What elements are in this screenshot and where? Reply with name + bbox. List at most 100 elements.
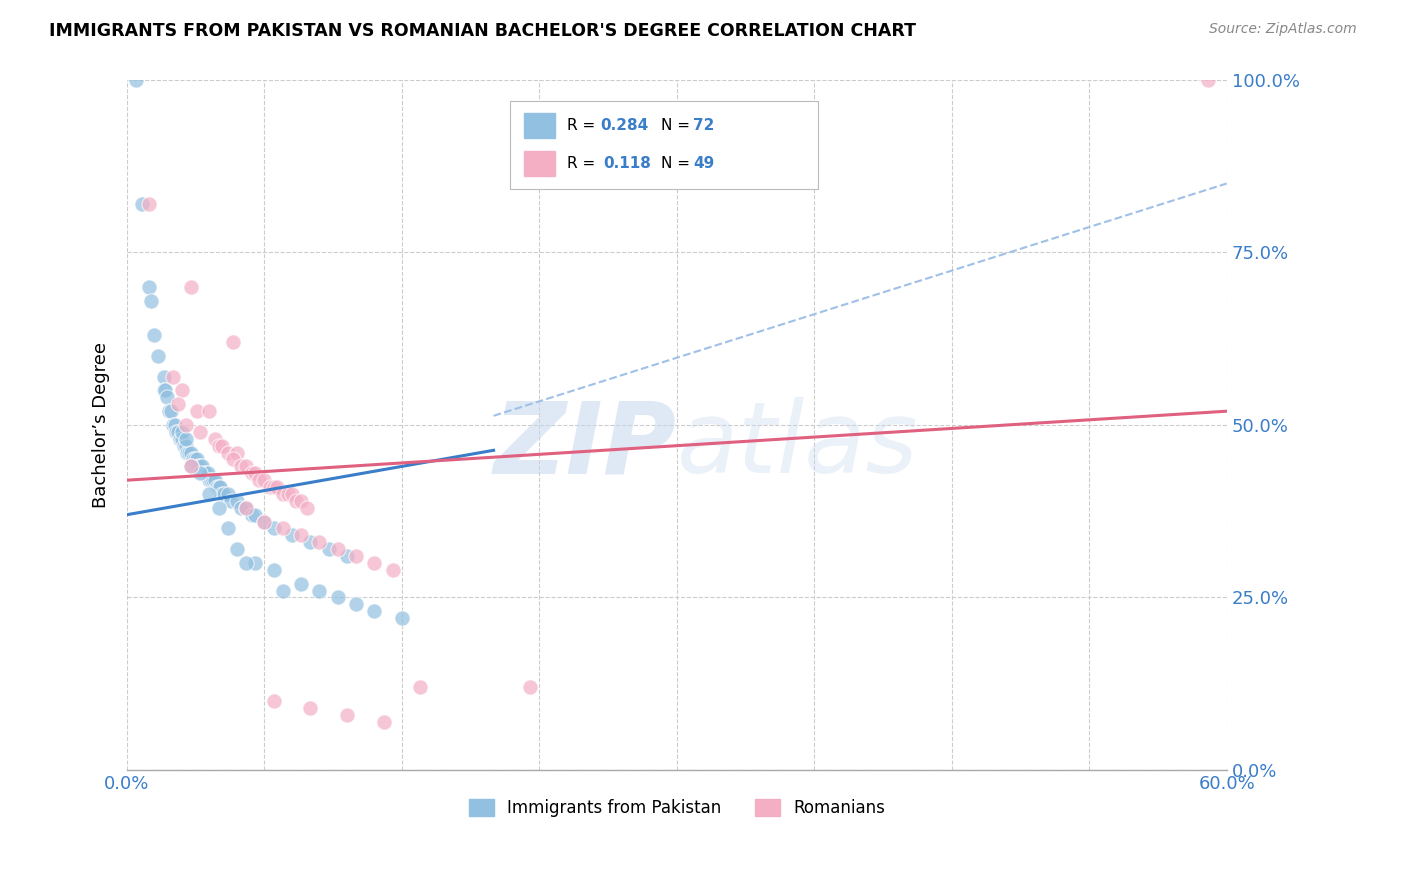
Point bbox=[253, 515, 276, 529]
Point bbox=[198, 487, 221, 501]
Point bbox=[281, 487, 304, 501]
Point bbox=[209, 480, 232, 494]
Point bbox=[295, 500, 318, 515]
Point bbox=[191, 459, 214, 474]
Point bbox=[202, 473, 225, 487]
Point bbox=[180, 445, 202, 459]
Point bbox=[186, 452, 208, 467]
Point bbox=[217, 445, 239, 459]
Point bbox=[162, 417, 184, 432]
Point bbox=[200, 473, 222, 487]
Point bbox=[318, 542, 340, 557]
Text: IMMIGRANTS FROM PAKISTAN VS ROMANIAN BACHELOR'S DEGREE CORRELATION CHART: IMMIGRANTS FROM PAKISTAN VS ROMANIAN BAC… bbox=[49, 22, 917, 40]
Point bbox=[391, 611, 413, 625]
Point bbox=[299, 701, 322, 715]
Point bbox=[156, 391, 179, 405]
Point bbox=[208, 480, 231, 494]
Point bbox=[180, 459, 202, 474]
Point bbox=[179, 445, 201, 459]
Point bbox=[235, 500, 257, 515]
Point bbox=[180, 280, 202, 294]
Point bbox=[363, 556, 385, 570]
Point bbox=[290, 528, 312, 542]
Point bbox=[143, 328, 166, 343]
Text: Source: ZipAtlas.com: Source: ZipAtlas.com bbox=[1209, 22, 1357, 37]
Point bbox=[138, 197, 160, 211]
Text: N =: N = bbox=[661, 156, 695, 170]
Point bbox=[229, 459, 252, 474]
Text: 0.118: 0.118 bbox=[603, 156, 651, 170]
Point bbox=[167, 397, 190, 411]
Point bbox=[184, 452, 207, 467]
Point bbox=[197, 467, 219, 481]
Point bbox=[263, 563, 285, 577]
Point bbox=[217, 487, 239, 501]
Point bbox=[205, 480, 228, 494]
Point bbox=[226, 542, 249, 557]
Point bbox=[1197, 73, 1219, 87]
Point bbox=[247, 473, 270, 487]
Point bbox=[188, 459, 211, 474]
Text: R =: R = bbox=[567, 119, 600, 133]
Point bbox=[336, 707, 359, 722]
Point bbox=[131, 197, 153, 211]
Point bbox=[139, 293, 162, 308]
Point bbox=[173, 439, 195, 453]
Point bbox=[344, 549, 367, 563]
Point bbox=[326, 591, 349, 605]
Point bbox=[166, 425, 188, 439]
Point bbox=[170, 425, 193, 439]
Point bbox=[290, 494, 312, 508]
Point bbox=[217, 521, 239, 535]
Point bbox=[240, 467, 263, 481]
Point bbox=[245, 508, 267, 522]
Point bbox=[193, 467, 215, 481]
Point bbox=[229, 500, 252, 515]
Point bbox=[157, 404, 180, 418]
Text: R =: R = bbox=[567, 156, 605, 170]
Point bbox=[284, 494, 307, 508]
Point bbox=[235, 459, 257, 474]
Point bbox=[263, 694, 285, 708]
Point bbox=[226, 494, 249, 508]
Point bbox=[160, 404, 183, 418]
Point bbox=[204, 432, 226, 446]
Point bbox=[409, 680, 432, 694]
Point bbox=[221, 494, 243, 508]
Point bbox=[253, 515, 276, 529]
Point bbox=[174, 432, 197, 446]
Point bbox=[188, 467, 211, 481]
Point bbox=[211, 487, 233, 501]
Point bbox=[336, 549, 359, 563]
Point bbox=[204, 473, 226, 487]
Point bbox=[146, 349, 169, 363]
Text: 72: 72 bbox=[693, 119, 714, 133]
Point bbox=[152, 369, 174, 384]
Point bbox=[174, 439, 197, 453]
Point bbox=[271, 583, 294, 598]
Point bbox=[308, 583, 330, 598]
Point bbox=[194, 467, 217, 481]
Point bbox=[170, 384, 193, 398]
Point bbox=[245, 467, 267, 481]
Point bbox=[519, 680, 541, 694]
Point bbox=[163, 417, 186, 432]
Point bbox=[176, 445, 198, 459]
Point bbox=[138, 280, 160, 294]
Point bbox=[326, 542, 349, 557]
Text: 0.284: 0.284 bbox=[600, 119, 648, 133]
Point bbox=[266, 480, 288, 494]
Point bbox=[181, 452, 204, 467]
Text: atlas: atlas bbox=[676, 397, 918, 494]
Point bbox=[187, 459, 209, 474]
Point bbox=[186, 404, 208, 418]
Text: N =: N = bbox=[661, 119, 695, 133]
Point bbox=[188, 425, 211, 439]
Point bbox=[281, 528, 304, 542]
Point bbox=[125, 73, 148, 87]
Point bbox=[152, 384, 174, 398]
Point bbox=[245, 556, 267, 570]
Point bbox=[240, 508, 263, 522]
Point bbox=[198, 473, 221, 487]
Point bbox=[263, 521, 285, 535]
